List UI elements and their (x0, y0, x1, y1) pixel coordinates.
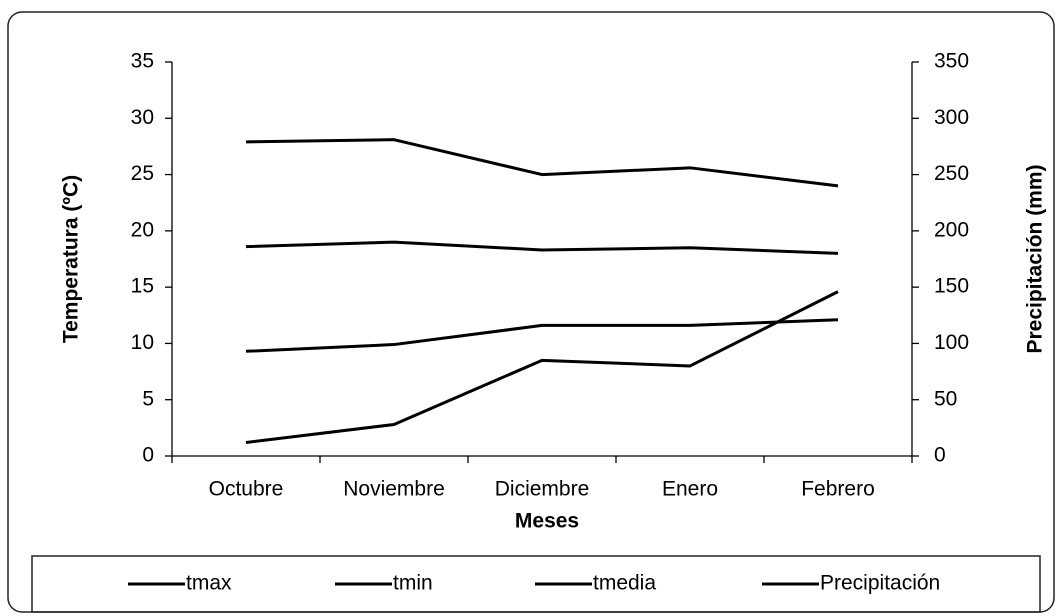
legend-label: tmin (393, 572, 433, 595)
y2-tick-label: 250 (934, 162, 969, 185)
y-tick-label: 0 (142, 444, 154, 467)
legend-box (31, 555, 1041, 613)
x-tick-label: Diciembre (495, 478, 590, 501)
y2-tick-label: 300 (934, 106, 969, 129)
y2-tick-label: 50 (934, 387, 957, 410)
y-tick-label: 5 (142, 387, 154, 410)
y2-tick-label: 0 (934, 444, 946, 467)
x-axis-title: Meses (515, 510, 579, 533)
x-tick-label: Octubre (209, 478, 284, 501)
series-line (245, 290, 839, 444)
y2-tick-label: 100 (934, 331, 969, 354)
y-tick-label: 10 (131, 331, 154, 354)
y-tick-label: 35 (131, 50, 154, 73)
y-tick-label: 15 (131, 275, 154, 298)
x-tick-label: Noviembre (343, 478, 445, 501)
y-axis-title: Temperatura (ºC) (60, 175, 83, 343)
legend-label: Precipitación (820, 572, 940, 595)
y2-axis-title: Precipitación (mm) (1024, 164, 1047, 353)
series-line (245, 240, 839, 255)
y-tick-label: 20 (131, 218, 154, 241)
x-tick-label: Febrero (801, 478, 875, 501)
y-tick-label: 25 (131, 162, 154, 185)
x-tick-label: Enero (662, 478, 718, 501)
y2-tick-label: 150 (934, 275, 969, 298)
legend-label: tmedia (593, 572, 656, 595)
y2-tick-label: 200 (934, 218, 969, 241)
series-line (245, 318, 839, 353)
y-tick-label: 30 (131, 106, 154, 129)
series-line (245, 138, 839, 188)
legend-label: tmax (186, 572, 232, 595)
y2-tick-label: 350 (934, 50, 969, 73)
